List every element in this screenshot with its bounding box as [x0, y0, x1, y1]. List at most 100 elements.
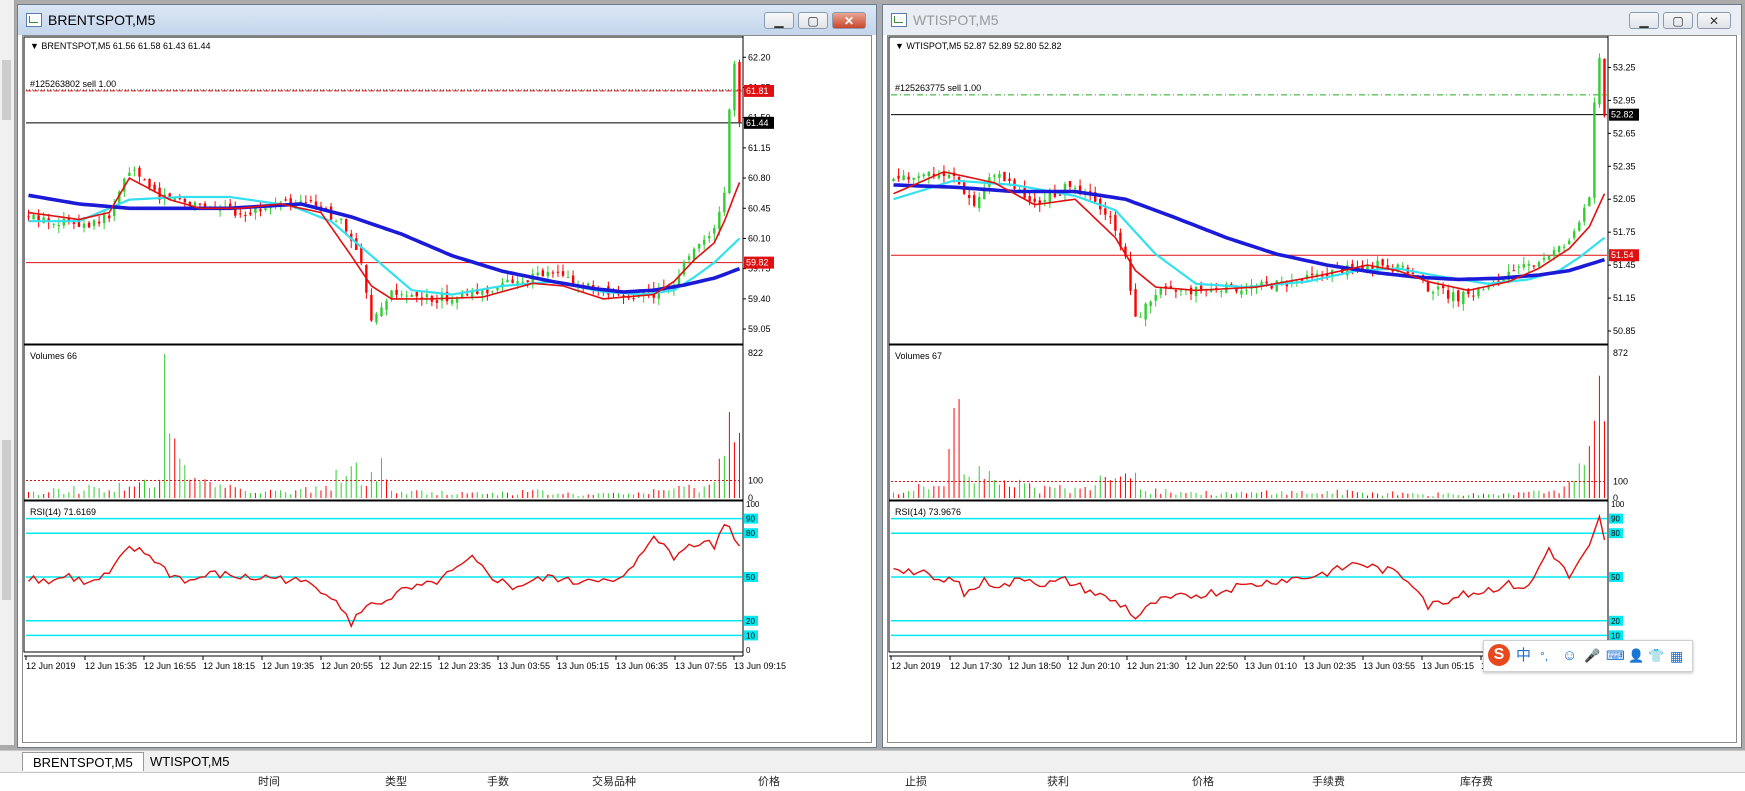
- user-icon[interactable]: 👤: [1628, 648, 1645, 663]
- chart-area[interactable]: 53.25 52.95 52.65 52.35 52.05 51.75 51.45 51.15…: [887, 35, 1737, 743]
- chart-window-wti[interactable]: WTISPOT,M5 ▁ ▢ ✕ 53.25 52.95 52.65 52.35 52.…: [882, 4, 1742, 748]
- candle-body: [587, 283, 590, 286]
- scroll-thumb-top[interactable]: [2, 60, 11, 120]
- candle-body: [1154, 294, 1157, 301]
- candle-body: [360, 246, 363, 264]
- col-commission[interactable]: 手续费: [1312, 776, 1345, 788]
- candle-body: [415, 292, 418, 297]
- title-bar[interactable]: BRENTSPOT,M5 ▁ ▢ ✕: [18, 5, 876, 35]
- scroll-thumb-bottom[interactable]: [2, 440, 11, 600]
- punctuation-icon[interactable]: °,: [1540, 649, 1549, 663]
- candle-body: [279, 202, 282, 204]
- candle-body: [1583, 207, 1586, 222]
- minimize-button[interactable]: ▁: [764, 12, 794, 29]
- candle-body: [1139, 316, 1142, 318]
- close-button[interactable]: ✕: [832, 12, 866, 29]
- candle-body: [1552, 250, 1556, 257]
- keyboard-icon[interactable]: ⌨: [1606, 648, 1625, 663]
- candle-body: [1068, 180, 1072, 187]
- candle-body: [1603, 58, 1606, 116]
- close-button[interactable]: ✕: [1697, 12, 1731, 29]
- candle-body: [203, 203, 207, 208]
- left-scrollbar[interactable]: [0, 0, 15, 745]
- candle-body: [188, 202, 192, 206]
- chart-icon: [26, 13, 42, 27]
- price-tick-label: 51.45: [1613, 260, 1636, 270]
- candle-body: [1446, 290, 1450, 299]
- candle-body: [1487, 285, 1490, 289]
- candle-body: [299, 200, 303, 202]
- candle-body: [1371, 266, 1374, 271]
- time-tick-label: 13 Jun 02:35: [1304, 661, 1356, 671]
- col-price[interactable]: 价格: [758, 776, 780, 788]
- time-tick-label: 13 Jun 05:15: [557, 661, 609, 671]
- chart-header: ▼ WTISPOT,M5 52.87 52.89 52.80 52.82: [895, 41, 1062, 51]
- order-price-tag: 61.81: [746, 86, 769, 96]
- tab-wtispot[interactable]: WTISPOT,M5: [150, 754, 230, 769]
- candle-body: [1179, 290, 1183, 292]
- level-price-tag: 51.54: [1611, 250, 1634, 260]
- level-price-tag-bg: [1609, 249, 1639, 262]
- candle-body: [259, 209, 262, 212]
- rsi-label: RSI(14) 71.6169: [30, 507, 96, 517]
- candle-body: [1275, 280, 1278, 292]
- time-tick-label: 12 Jun 18:50: [1009, 661, 1061, 671]
- col-tp[interactable]: 获利: [1047, 776, 1069, 788]
- sogou-logo-icon[interactable]: S: [1488, 644, 1510, 666]
- candle-body: [1426, 281, 1430, 292]
- price-tick-label: 52.95: [1613, 95, 1636, 105]
- candle-body: [1124, 246, 1127, 257]
- ime-mode-button[interactable]: 中: [1516, 647, 1532, 664]
- candle-body: [516, 281, 519, 286]
- maximize-button[interactable]: ▢: [798, 12, 828, 29]
- tab-brentspot[interactable]: BRENTSPOT,M5: [22, 752, 144, 771]
- order-price-tag-bg: [744, 84, 774, 97]
- candle-body: [1310, 273, 1314, 276]
- chart-area[interactable]: 62.2061.8561.5061.1560.8060.4560.1059.75…: [22, 35, 872, 743]
- candle-body: [102, 214, 106, 224]
- skin-icon[interactable]: 👕: [1648, 648, 1665, 663]
- volume-axis-level: 100: [1613, 476, 1628, 486]
- col-swap[interactable]: 库存费: [1460, 776, 1493, 788]
- maximize-button[interactable]: ▢: [1663, 12, 1693, 29]
- candle-body: [627, 297, 630, 299]
- chart-svg[interactable]: 62.2061.8561.5061.1560.8060.4560.1059.75…: [23, 36, 873, 744]
- emoji-icon[interactable]: ☺: [1562, 647, 1578, 664]
- price-tick-label: 59.75: [748, 264, 771, 274]
- minimize-button[interactable]: ▁: [1629, 12, 1659, 29]
- candle-body: [1043, 199, 1046, 202]
- candle-body: [1361, 265, 1364, 271]
- candle-body: [536, 272, 539, 276]
- col-lots[interactable]: 手数: [487, 776, 509, 788]
- toolbox-icon[interactable]: ▦: [1670, 648, 1684, 664]
- col-time[interactable]: 时间: [258, 776, 280, 788]
- candle-body: [1593, 102, 1596, 198]
- rsi-level-label: 10: [746, 631, 755, 640]
- candle-body: [143, 179, 146, 181]
- title-bar[interactable]: WTISPOT,M5 ▁ ▢ ✕: [883, 5, 1741, 35]
- price-tick-label: 51.15: [1613, 293, 1636, 303]
- col-price2[interactable]: 价格: [1192, 776, 1214, 788]
- candle-body: [385, 300, 388, 310]
- candle-body: [1270, 283, 1273, 289]
- rsi-level-tag-bg: [744, 615, 758, 626]
- candle-body: [244, 215, 247, 217]
- chart-window-brent[interactable]: BRENTSPOT,M5 ▁ ▢ ✕ 62.2061.8561.5061.156…: [17, 4, 877, 748]
- candle-body: [82, 223, 86, 228]
- time-tick-label: 13 Jun 05:15: [1422, 661, 1474, 671]
- col-symbol[interactable]: 交易品种: [592, 776, 636, 788]
- microphone-icon[interactable]: 🎤: [1584, 648, 1601, 663]
- rsi-label: RSI(14) 73.9676: [895, 507, 961, 517]
- col-sl[interactable]: 止损: [905, 776, 927, 788]
- candle-body: [932, 173, 936, 176]
- bid-price-tag-bg: [1609, 108, 1639, 121]
- rsi-level-tag-bg: [1609, 572, 1623, 582]
- candle-body: [1588, 197, 1591, 207]
- price-tick-label: 52.35: [1613, 161, 1636, 171]
- ime-toolbar[interactable]: S 中 °, ☺ 🎤 ⌨ 👤 👕 ▦: [1483, 640, 1693, 672]
- ma-slow-line: [28, 193, 741, 294]
- candle-body: [314, 201, 318, 209]
- candle-body: [491, 291, 494, 293]
- chart-svg[interactable]: 53.25 52.95 52.65 52.35 52.05 51.75 51.45 51.15…: [888, 36, 1738, 744]
- col-type[interactable]: 类型: [385, 776, 407, 788]
